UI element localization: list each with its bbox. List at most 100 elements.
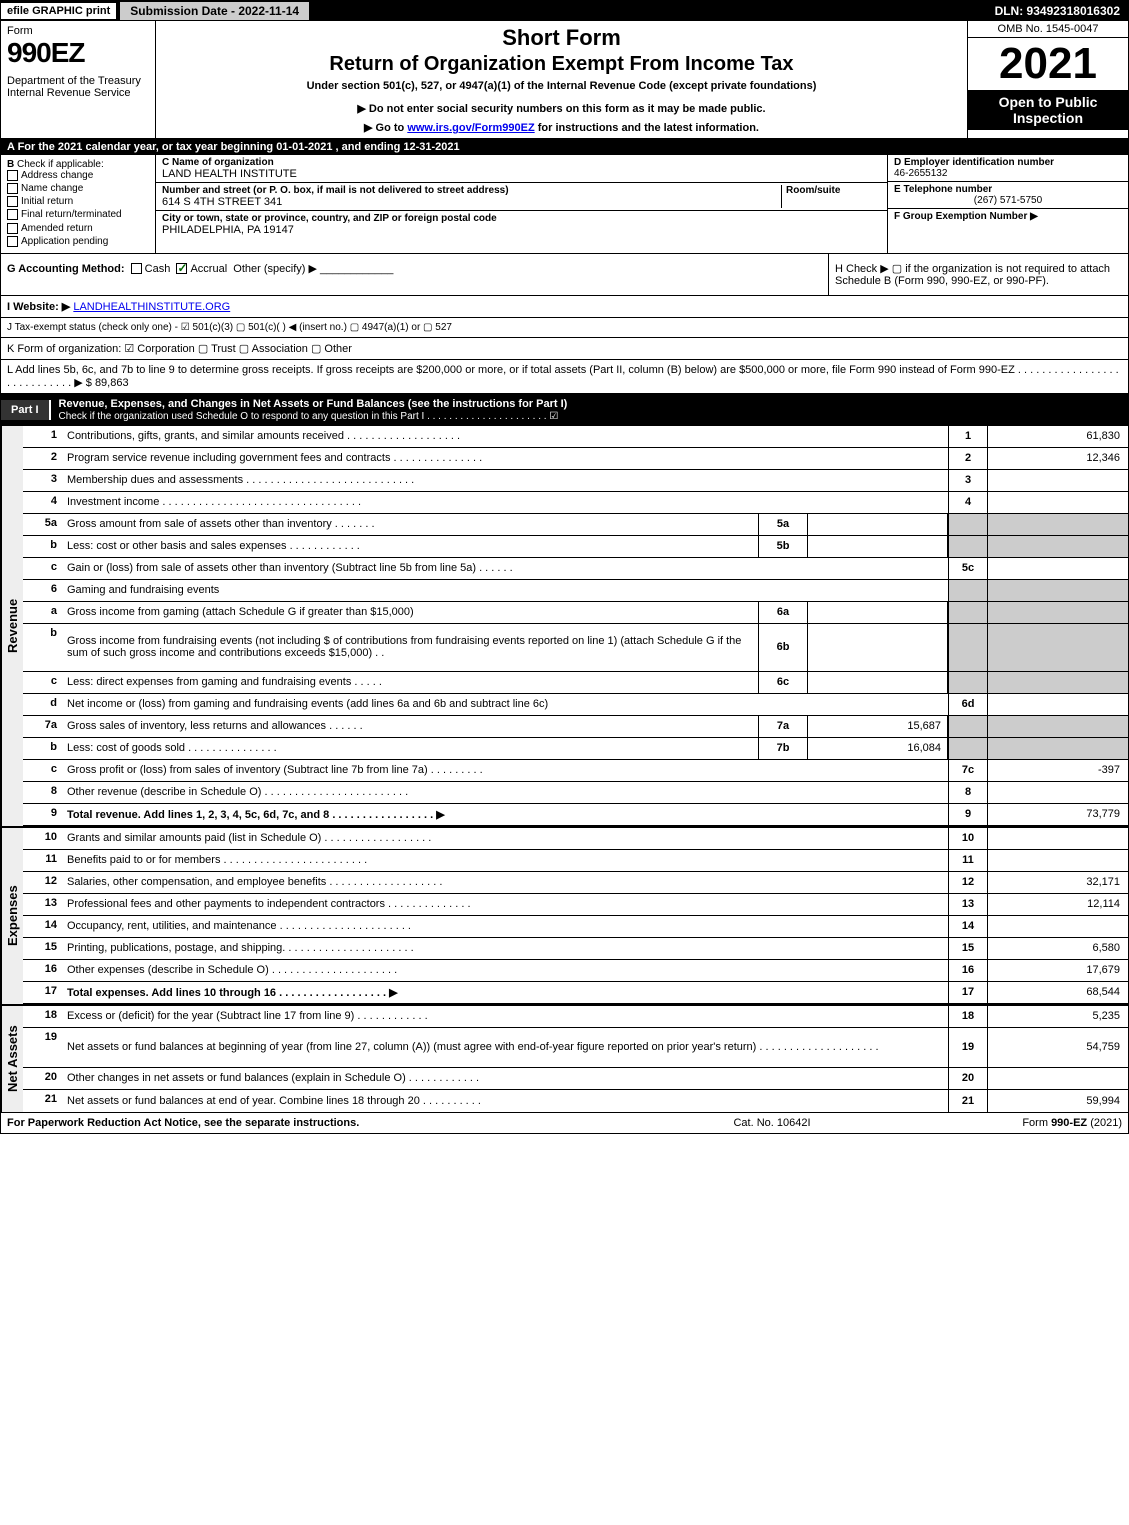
line-16-desc: Other expenses (describe in Schedule O) … <box>63 960 948 981</box>
street-val: 614 S 4TH STREET 341 <box>162 196 781 208</box>
line-16-rnum: 16 <box>948 960 988 981</box>
line-6a-desc: Gross income from gaming (attach Schedul… <box>63 602 758 623</box>
line-1-desc: Contributions, gifts, grants, and simila… <box>63 426 948 447</box>
line-5b-rvalgrey <box>988 536 1128 557</box>
line-5c-rnum: 5c <box>948 558 988 579</box>
goto-pre: ▶ Go to <box>364 122 407 134</box>
line-9-num: 9 <box>23 804 63 825</box>
col-b-checks: B Check if applicable: Address change Na… <box>1 155 156 253</box>
line-21-desc: Net assets or fund balances at end of ye… <box>63 1090 948 1112</box>
line-13-desc: Professional fees and other payments to … <box>63 894 948 915</box>
line-1-rnum: 1 <box>948 426 988 447</box>
line-6d-val <box>988 694 1128 715</box>
line-5b-sn: 5b <box>758 536 808 557</box>
line-5a-desc: Gross amount from sale of assets other t… <box>63 514 758 535</box>
line-6a-rgrey <box>948 602 988 623</box>
revenue-vtab: Revenue <box>1 426 23 826</box>
tax-year: 2021 <box>968 38 1128 90</box>
line-6d-rnum: 6d <box>948 694 988 715</box>
line-15-desc: Printing, publications, postage, and shi… <box>63 938 948 959</box>
line-6a-sv <box>808 602 948 623</box>
col-d-ein: D Employer identification number 46-2655… <box>888 155 1128 253</box>
check-accrual[interactable] <box>176 263 187 274</box>
efile-print-label[interactable]: efile GRAPHIC print <box>1 3 116 19</box>
form-990ez-page: efile GRAPHIC print Submission Date - 20… <box>0 0 1129 1134</box>
street-label: Number and street (or P. O. box, if mail… <box>162 185 781 196</box>
form-title: Return of Organization Exempt From Incom… <box>164 53 959 76</box>
line-17-desc: Total expenses. Add lines 10 through 16 … <box>63 982 948 1003</box>
chk-label-3: Final return/terminated <box>21 210 122 221</box>
h-check: H Check ▶ ▢ if the organization is not r… <box>828 254 1128 295</box>
city-val: PHILADELPHIA, PA 19147 <box>162 224 881 236</box>
revenue-section: Revenue 1Contributions, gifts, grants, a… <box>1 426 1128 826</box>
line-5a-rgrey <box>948 514 988 535</box>
line-4-desc: Investment income . . . . . . . . . . . … <box>63 492 948 513</box>
netassets-section: Net Assets 18Excess or (deficit) for the… <box>1 1004 1128 1112</box>
line-6b-rgrey <box>948 624 988 671</box>
line-19-num: 19 <box>23 1028 63 1067</box>
line-15-val: 6,580 <box>988 938 1128 959</box>
line-8-rnum: 8 <box>948 782 988 803</box>
line-5a-rvalgrey <box>988 514 1128 535</box>
chk-label-2: Initial return <box>21 196 73 207</box>
form-ref: Form 990-EZ (2021) <box>922 1117 1122 1129</box>
line-7a-num: 7a <box>23 716 63 737</box>
line-10-desc: Grants and similar amounts paid (list in… <box>63 828 948 849</box>
line-21-val: 59,994 <box>988 1090 1128 1112</box>
line-4-rnum: 4 <box>948 492 988 513</box>
dln: DLN: 93492318016302 <box>987 2 1128 20</box>
check-initial-return[interactable] <box>7 196 18 207</box>
check-application-pending[interactable] <box>7 236 18 247</box>
line-7a-desc: Gross sales of inventory, less returns a… <box>63 716 758 737</box>
line-8-val <box>988 782 1128 803</box>
topbar: efile GRAPHIC print Submission Date - 20… <box>1 1 1128 21</box>
line-13-num: 13 <box>23 894 63 915</box>
line-7b-desc: Less: cost of goods sold . . . . . . . .… <box>63 738 758 759</box>
ein: 46-2655132 <box>894 168 1122 179</box>
under-section: Under section 501(c), 527, or 4947(a)(1)… <box>164 80 959 92</box>
goto-post: for instructions and the latest informat… <box>535 122 759 134</box>
f3-post: (2021) <box>1087 1117 1122 1129</box>
line-7c-val: -397 <box>988 760 1128 781</box>
line-2-desc: Program service revenue including govern… <box>63 448 948 469</box>
check-address-change[interactable] <box>7 170 18 181</box>
b-text: Check if applicable: <box>17 159 104 170</box>
line-7b-rvalgrey <box>988 738 1128 759</box>
line-3-num: 3 <box>23 470 63 491</box>
line-5b-rgrey <box>948 536 988 557</box>
check-cash[interactable] <box>131 263 142 274</box>
line-5b-desc: Less: cost or other basis and sales expe… <box>63 536 758 557</box>
f3-b: 990-EZ <box>1051 1117 1087 1129</box>
line-6c-rgrey <box>948 672 988 693</box>
line-6b-sv <box>808 624 948 671</box>
f3-pre: Form <box>1022 1117 1051 1129</box>
line-6-rvalgrey <box>988 580 1128 601</box>
line-6-desc: Gaming and fundraising events <box>63 580 948 601</box>
line-8-num: 8 <box>23 782 63 803</box>
line-1-val: 61,830 <box>988 426 1128 447</box>
line-14-rnum: 14 <box>948 916 988 937</box>
line-7a-rgrey <box>948 716 988 737</box>
g-label: G Accounting Method: <box>7 263 125 275</box>
line-5c-num: c <box>23 558 63 579</box>
line-6a-num: a <box>23 602 63 623</box>
line-14-desc: Occupancy, rent, utilities, and maintena… <box>63 916 948 937</box>
line-3-rnum: 3 <box>948 470 988 491</box>
line-21-rnum: 21 <box>948 1090 988 1112</box>
check-amended-return[interactable] <box>7 223 18 234</box>
irs-link[interactable]: www.irs.gov/Form990EZ <box>407 122 534 134</box>
part1-title-text: Revenue, Expenses, and Changes in Net As… <box>59 398 568 410</box>
chk-label-0: Address change <box>21 170 93 181</box>
form-label: Form <box>7 25 149 37</box>
row-l-gross-receipts: L Add lines 5b, 6c, and 7b to line 9 to … <box>1 360 1128 394</box>
line-7c-num: c <box>23 760 63 781</box>
header-right: OMB No. 1545-0047 2021 Open to Public In… <box>968 21 1128 138</box>
e-label: E Telephone number <box>894 184 992 195</box>
line-9-desc: Total revenue. Add lines 1, 2, 3, 4, 5c,… <box>63 804 948 825</box>
website-link[interactable]: LANDHEALTHINSTITUTE.ORG <box>73 301 230 313</box>
line-17-val: 68,544 <box>988 982 1128 1003</box>
line-6b-rvalgrey <box>988 624 1128 671</box>
check-name-change[interactable] <box>7 183 18 194</box>
line-6a-rvalgrey <box>988 602 1128 623</box>
check-final-return[interactable] <box>7 209 18 220</box>
